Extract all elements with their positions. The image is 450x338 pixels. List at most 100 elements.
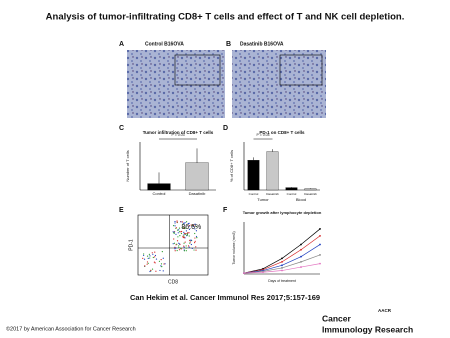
event-dot xyxy=(184,227,186,230)
x-tick-label: Dasatinib xyxy=(304,192,317,196)
panel-label: D xyxy=(223,125,228,132)
event-dot xyxy=(185,250,187,252)
event-dot xyxy=(164,263,166,265)
slide-title: Analysis of tumor-infiltrating CD8+ T ce… xyxy=(46,12,405,23)
event-dot xyxy=(176,229,179,231)
x-tick-label: Control xyxy=(153,191,166,196)
event-dot xyxy=(162,257,164,259)
event-dot xyxy=(190,224,192,226)
event-dot xyxy=(143,254,145,257)
event-dot xyxy=(182,223,184,225)
event-dot xyxy=(160,259,162,261)
panel-title: Control B16OVA xyxy=(145,41,184,47)
point xyxy=(243,272,245,275)
event-dot xyxy=(189,239,192,241)
point xyxy=(300,243,302,246)
panel-label: C xyxy=(119,125,124,132)
point xyxy=(262,271,264,274)
bar xyxy=(185,162,209,191)
axis-title: Tumor volume (mm3) xyxy=(232,231,236,264)
event-dot xyxy=(174,248,176,250)
event-dot xyxy=(185,230,188,232)
event-dot xyxy=(187,232,189,234)
axis-title: CD8 xyxy=(168,279,178,285)
event-dot xyxy=(173,232,175,234)
event-dot xyxy=(175,244,177,246)
event-dot xyxy=(183,237,185,239)
event-dot xyxy=(163,263,165,265)
event-dot xyxy=(187,222,189,225)
event-dot xyxy=(174,225,176,227)
point xyxy=(281,264,283,267)
event-dot xyxy=(178,227,181,229)
point xyxy=(300,266,302,268)
event-dot xyxy=(190,243,192,246)
point xyxy=(300,260,302,263)
event-dot xyxy=(143,258,146,260)
event-dot xyxy=(173,242,176,244)
event-dot xyxy=(180,248,182,250)
event-dot xyxy=(143,253,145,255)
bar xyxy=(285,187,298,191)
bar xyxy=(304,188,317,191)
inset xyxy=(174,54,221,86)
axis-title: % of CD8+ T cells xyxy=(229,150,234,182)
event-dot xyxy=(196,237,198,239)
event-dot xyxy=(152,253,154,255)
event-dot xyxy=(154,251,156,253)
event-dot xyxy=(194,242,196,244)
event-dot xyxy=(194,228,196,230)
copyright: ©2017 by American Association for Cancer… xyxy=(6,325,136,332)
event-dot xyxy=(195,249,197,251)
event-dot xyxy=(149,257,151,259)
event-dot xyxy=(182,227,184,229)
event-dot xyxy=(183,245,185,247)
event-dot xyxy=(194,237,196,239)
event-dot xyxy=(151,252,153,254)
inset xyxy=(279,54,323,86)
x-tick-label: Dasatinib xyxy=(266,192,279,196)
micrograph xyxy=(127,50,225,118)
event-dot xyxy=(153,261,156,263)
point xyxy=(281,257,283,260)
event-dot xyxy=(188,232,190,234)
event-dot xyxy=(149,255,151,257)
event-dot xyxy=(179,235,181,237)
event-dot xyxy=(183,246,185,248)
event-dot xyxy=(174,222,176,224)
point xyxy=(281,269,283,272)
micrograph xyxy=(232,50,326,118)
event-dot xyxy=(194,240,196,242)
journal-name: Immunology Research xyxy=(322,324,413,334)
event-dot xyxy=(155,270,157,272)
event-dot xyxy=(178,229,180,231)
series-line xyxy=(243,228,321,274)
event-dot xyxy=(154,262,156,264)
event-dot xyxy=(194,223,196,225)
x-tick-label: Dasatinib xyxy=(189,191,206,196)
event-dot xyxy=(193,224,195,226)
event-dot xyxy=(175,247,177,249)
event-dot xyxy=(176,249,178,252)
event-dot xyxy=(150,269,152,271)
event-dot xyxy=(162,270,164,272)
event-dot xyxy=(142,257,144,259)
gate-label: 86.6% xyxy=(181,224,201,231)
event-dot xyxy=(185,221,188,223)
event-dot xyxy=(175,233,177,235)
event-dot xyxy=(172,231,174,233)
event-dot xyxy=(174,221,176,223)
point xyxy=(319,228,321,230)
event-dot xyxy=(160,265,162,267)
event-dot xyxy=(183,235,185,237)
event-dot xyxy=(195,226,198,228)
event-dot xyxy=(155,258,158,260)
caption: Can Hekim et al. Cancer Immunol Res 2017… xyxy=(130,293,320,302)
panel-label: E xyxy=(119,207,124,214)
point xyxy=(319,234,321,237)
event-dot xyxy=(148,253,150,255)
event-dot xyxy=(177,232,179,234)
event-dot xyxy=(161,266,163,268)
event-dot xyxy=(176,240,179,242)
